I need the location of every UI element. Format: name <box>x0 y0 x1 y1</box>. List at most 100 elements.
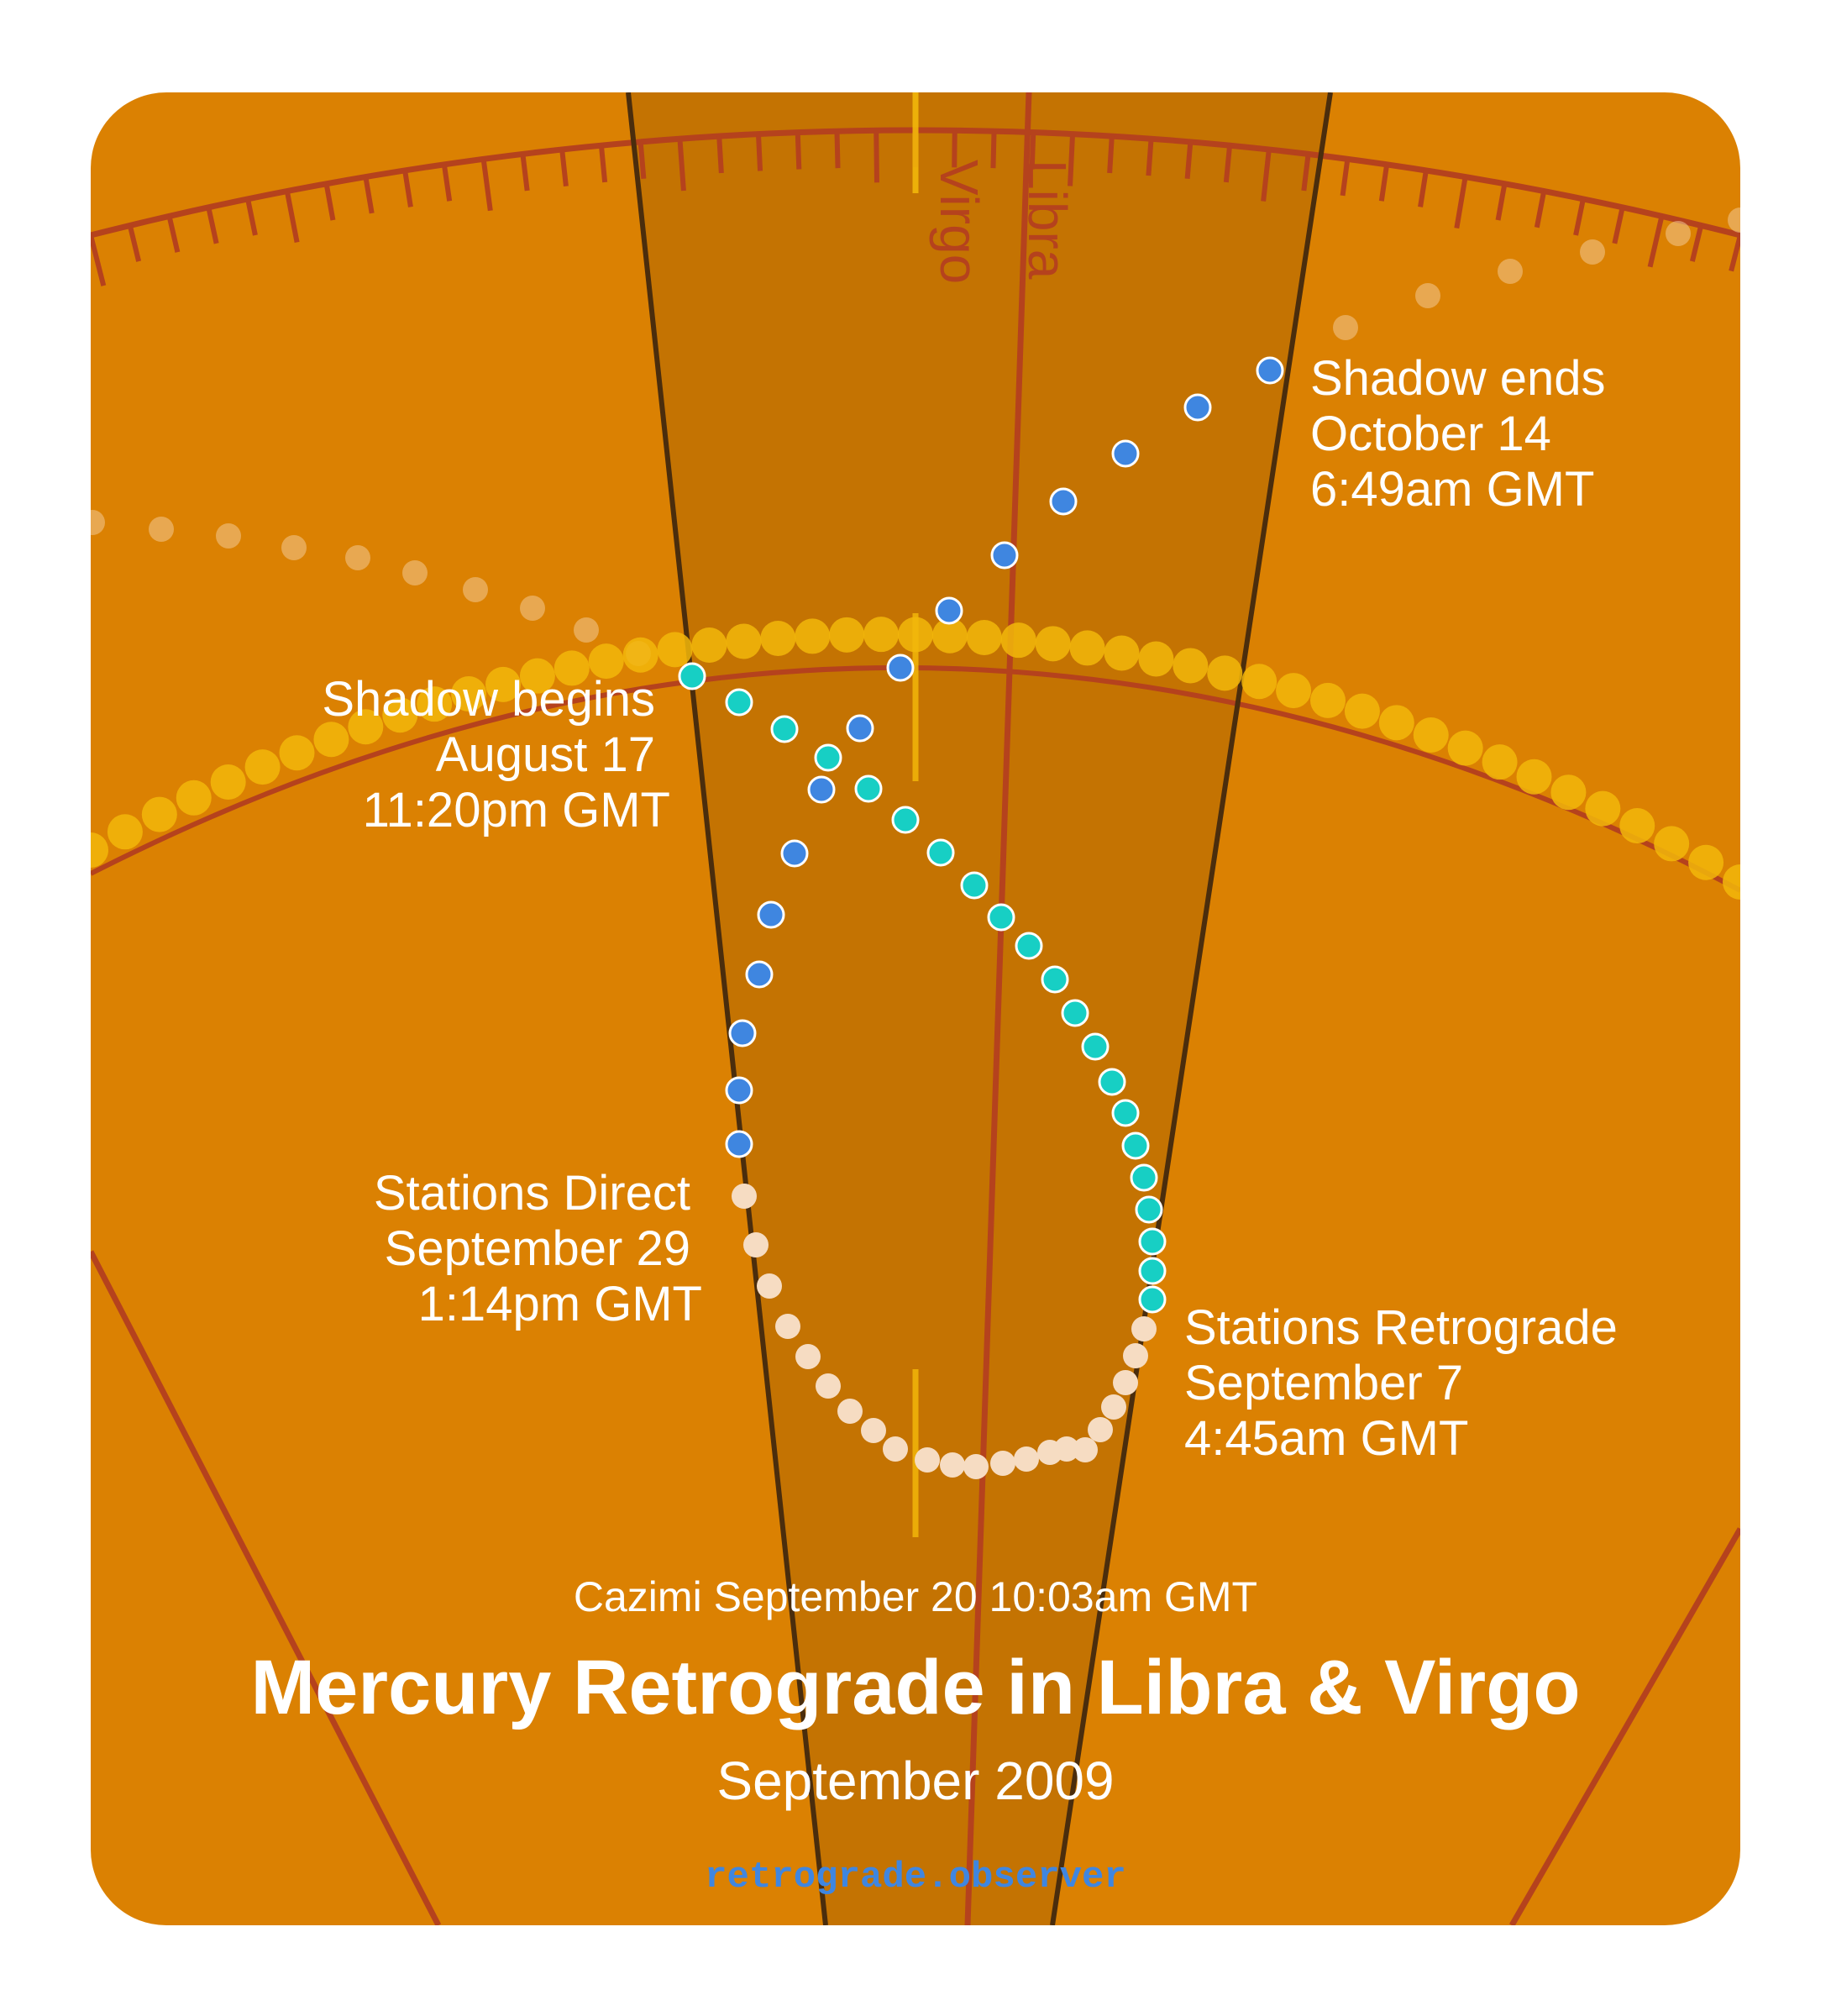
pre-shadow-dot <box>926 838 955 867</box>
post-shadow-dot <box>728 1019 757 1047</box>
faded-path-dot <box>520 596 545 621</box>
sun-path-dots <box>91 617 1740 900</box>
retrograde-dot <box>1088 1417 1113 1442</box>
post-shadow-dot <box>1111 439 1140 468</box>
faded-path-dot <box>574 617 599 643</box>
sun-dot <box>1173 648 1209 684</box>
sun-dot <box>898 617 933 653</box>
sun-dot <box>485 666 521 702</box>
faded-path-dot <box>1728 207 1740 233</box>
retrograde-dot <box>963 1454 989 1479</box>
zodiac-tick <box>1573 198 1586 236</box>
zodiac-tick <box>1378 164 1390 202</box>
zodiac-tick <box>1029 132 1036 170</box>
pre-shadow-dot <box>1015 932 1043 960</box>
zodiac-tick <box>1068 134 1076 186</box>
faded-path-dot <box>1333 315 1358 340</box>
sun-dot <box>382 697 418 733</box>
retrograde-dot <box>1123 1343 1148 1368</box>
label-shadow-begins: Shadow begins August 17 11:20pm GMT <box>322 672 670 837</box>
sun-dot <box>1378 705 1414 741</box>
zodiac-tick <box>677 138 686 192</box>
post-shadow-dot <box>807 775 836 804</box>
post-shadow-dot <box>757 900 785 929</box>
sun-dot <box>553 650 590 686</box>
sun-dot <box>622 637 658 673</box>
retrograde-dot <box>732 1184 757 1209</box>
sun-dot <box>1654 826 1690 862</box>
sun-dot <box>451 676 487 712</box>
zodiac-tick <box>1454 176 1468 229</box>
faded-path-dot <box>1580 239 1605 265</box>
sun-dot <box>244 749 281 785</box>
sun-dot <box>1619 808 1655 844</box>
faded-path-dot <box>216 523 241 549</box>
sign-label-virgo: Virgo <box>929 160 989 284</box>
retrograde-dot <box>1113 1370 1138 1395</box>
zodiac-tick <box>1729 234 1740 272</box>
faded-path-dot <box>402 560 428 585</box>
page-subtitle: September 2009 <box>716 1751 1114 1811</box>
faded-path-dot <box>1666 221 1691 246</box>
retrograde-dot <box>1014 1446 1039 1472</box>
faded-path-dot <box>463 577 488 602</box>
post-shadow-dot <box>725 1130 753 1158</box>
retrograde-dot <box>816 1373 841 1399</box>
shadow-band <box>628 92 1330 1925</box>
sun-dot <box>1241 664 1278 700</box>
sun-dot <box>1723 864 1740 900</box>
retrograde-dot <box>1037 1440 1062 1465</box>
retrograde-dot <box>940 1452 965 1478</box>
zodiac-tick <box>1418 170 1429 207</box>
sun-dot <box>279 735 315 771</box>
pre-shadow-dot <box>1135 1195 1163 1224</box>
faded-path-dot <box>281 535 307 560</box>
zodiac-tick <box>952 130 957 168</box>
faded-path-dot <box>149 517 174 542</box>
zodiac-tick <box>1534 190 1547 228</box>
stations-retrograde-line1: Stations Retrograde <box>1184 1300 1618 1355</box>
pre-shadow-dot <box>960 871 989 900</box>
shadow-begins-line3: 11:20pm GMT <box>363 783 670 837</box>
zodiac-tick <box>480 158 493 212</box>
zodiac-tick <box>1146 138 1154 176</box>
pre-shadow-dot <box>1081 1032 1110 1061</box>
pre-shadow-dot <box>725 688 753 717</box>
post-shadow-dot <box>745 960 774 989</box>
zodiac-tick <box>755 134 763 171</box>
pre-shadow-dot <box>770 715 799 743</box>
radial-line-left <box>91 1250 442 1925</box>
post-shadow-dot <box>1256 356 1284 385</box>
shadow-begins-line1: Shadow begins <box>322 672 655 727</box>
zodiac-tick <box>637 141 647 179</box>
retrograde-dot <box>915 1447 940 1473</box>
post-shadow-dot <box>935 596 963 625</box>
zodiac-tick <box>1184 141 1194 179</box>
zodiac-tick <box>284 190 300 243</box>
stations-direct-line2: September 29 <box>385 1221 690 1276</box>
post-shadow-dot <box>846 714 874 743</box>
pre-shadow-dot <box>1130 1163 1158 1192</box>
faded-path-dot <box>345 545 370 570</box>
shadow-boundary-left <box>626 92 828 1925</box>
zodiac-tick <box>323 183 336 221</box>
pre-shadow-dot <box>1121 1131 1150 1160</box>
pre-shadow-dot <box>1138 1257 1167 1285</box>
shadow-ends-line2: October 14 <box>1310 407 1551 461</box>
sun-dot <box>1000 622 1036 659</box>
retrograde-dot <box>990 1451 1015 1476</box>
stations-direct-line1: Stations Direct <box>374 1166 690 1221</box>
shadow-ends-line1: Shadow ends <box>1310 351 1605 406</box>
pre-shadow-dot <box>891 806 920 834</box>
sign-label-libra: Libra <box>1017 160 1078 280</box>
shadow-boundary-right <box>1050 92 1333 1925</box>
retrograde-dot <box>1073 1437 1098 1462</box>
stations-retrograde-line2: September 7 <box>1184 1356 1463 1410</box>
sun-dot <box>966 619 1002 655</box>
sun-dot <box>1413 717 1449 753</box>
zodiac-tick <box>441 164 453 202</box>
retrograde-dot <box>883 1436 908 1462</box>
faded-path-dot <box>91 510 105 535</box>
post-shadow-dot <box>780 839 809 868</box>
